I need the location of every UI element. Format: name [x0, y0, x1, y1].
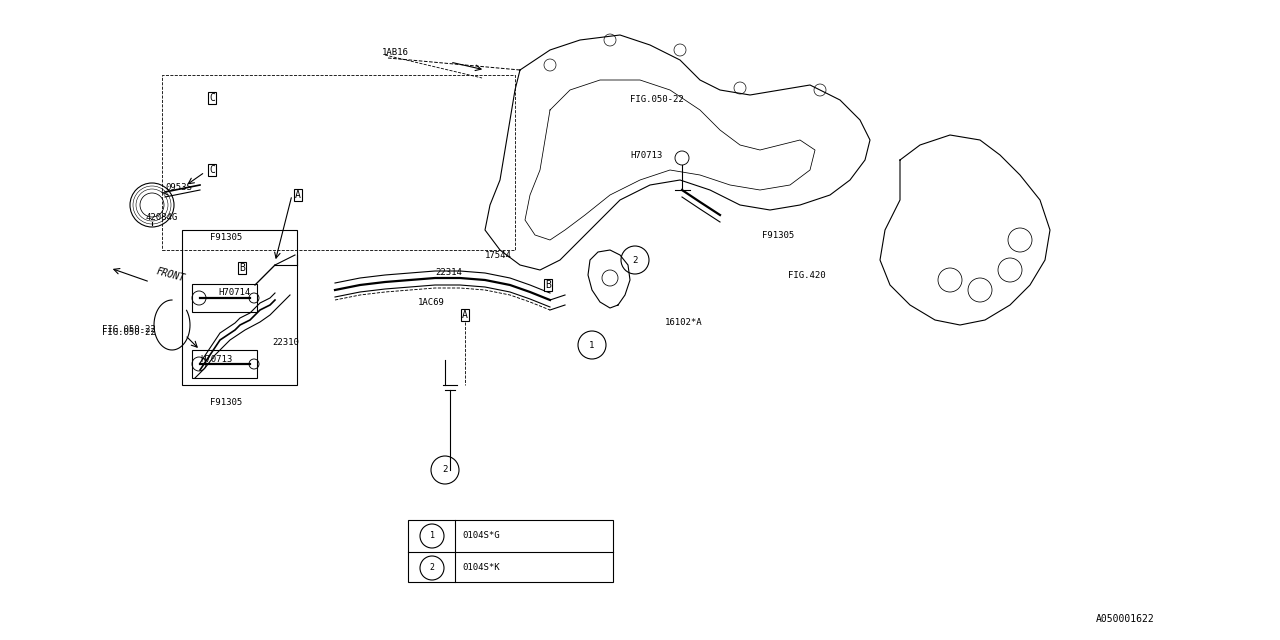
Text: 16102*A: 16102*A [666, 318, 703, 327]
Text: 1AB16: 1AB16 [381, 48, 408, 57]
Text: FIG.050-22: FIG.050-22 [630, 95, 684, 104]
Text: 2: 2 [443, 465, 448, 474]
Text: 1: 1 [430, 531, 434, 541]
Text: F91305: F91305 [210, 398, 242, 407]
Text: H70714: H70714 [218, 288, 251, 297]
Bar [192, 350, 257, 378]
Text: B: B [239, 263, 244, 273]
Text: 0953S: 0953S [165, 183, 192, 192]
Text: FIG.050-22: FIG.050-22 [102, 328, 156, 337]
Text: 42084G: 42084G [145, 213, 177, 222]
Text: FRONT: FRONT [155, 267, 186, 284]
Text: C: C [209, 93, 215, 103]
Bar [182, 230, 297, 385]
Text: 17544: 17544 [485, 251, 512, 260]
Text: H70713: H70713 [200, 355, 232, 364]
Text: F91305: F91305 [210, 233, 242, 242]
Text: 1AC69: 1AC69 [419, 298, 445, 307]
Text: A: A [296, 190, 301, 200]
Text: 2: 2 [430, 563, 434, 573]
Text: FIG.420: FIG.420 [788, 271, 826, 280]
Text: 22310: 22310 [273, 338, 298, 347]
Text: 22314: 22314 [435, 268, 462, 277]
Text: 2: 2 [632, 255, 637, 264]
Text: F91305: F91305 [762, 231, 795, 240]
Text: 0104S*G: 0104S*G [462, 531, 499, 541]
Text: H70713: H70713 [630, 151, 662, 160]
Text: A050001622: A050001622 [1096, 614, 1155, 624]
Text: 1: 1 [589, 340, 595, 349]
Text: C: C [209, 165, 215, 175]
Text: B: B [545, 280, 550, 290]
Text: FIG.050-22: FIG.050-22 [102, 325, 156, 334]
Bar [192, 284, 257, 312]
Text: A: A [462, 310, 468, 320]
Bar [408, 520, 613, 582]
Text: 0104S*K: 0104S*K [462, 563, 499, 573]
